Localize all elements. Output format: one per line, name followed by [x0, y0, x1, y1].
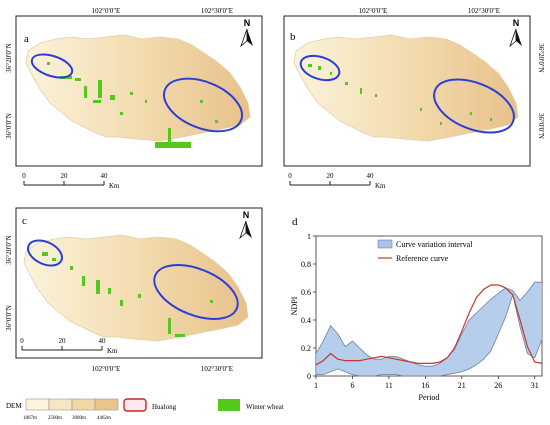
svg-text:40: 40	[99, 337, 107, 345]
interval-lower-edge	[316, 293, 543, 377]
svg-text:0: 0	[22, 172, 26, 180]
dem-legend-title: DEM	[6, 402, 22, 410]
winter-wheat-patches	[42, 252, 213, 337]
lon-label: 102°0'0"E	[92, 365, 121, 373]
x-tick-label: 6	[350, 381, 354, 390]
legend-label-reference: Reference curve	[396, 254, 449, 263]
y-axis-label: NDPI	[290, 296, 299, 315]
wheat-legend-label: Winter wheat	[246, 403, 284, 411]
svg-text:Km: Km	[109, 182, 120, 190]
y-tick-label: 1	[307, 232, 311, 241]
dem-swatch	[48, 398, 73, 411]
dem-value: 1867m	[23, 416, 37, 421]
y-tick-label: 0.2	[301, 344, 311, 353]
dem-value: 4462m	[97, 416, 111, 421]
x-axis-label: Period	[419, 393, 440, 402]
svg-text:0: 0	[20, 337, 24, 345]
svg-text:20: 20	[59, 337, 67, 345]
svg-text:20: 20	[327, 172, 335, 180]
highlight-ellipse-east	[433, 78, 515, 134]
north-arrow-icon: N	[240, 18, 253, 48]
svg-text:20: 20	[61, 172, 69, 180]
x-tick-label: 26	[494, 381, 502, 390]
scalebar: 0 20 40 Km	[20, 337, 118, 355]
map-panel-c: c N 36°20'0"N 36°0'0"N 102°0'0"E 102°30'…	[5, 207, 263, 373]
dem-value: 2500m	[48, 416, 62, 421]
scalebar: 0 20 40 Km	[288, 172, 386, 190]
svg-text:40: 40	[101, 172, 109, 180]
panel-label: b	[290, 31, 296, 43]
north-label: N	[513, 18, 520, 28]
winter-wheat-patches	[308, 64, 492, 125]
north-label: N	[243, 210, 250, 220]
reference-curve-line	[315, 284, 543, 366]
hualong-legend-label: Hualong	[152, 403, 177, 411]
x-tick-label: 11	[385, 381, 393, 390]
svg-text:0: 0	[288, 172, 292, 180]
lat-label: 36°0'0"N	[5, 305, 13, 331]
highlight-ellipse-east	[163, 77, 243, 133]
y-tick-label: 0	[307, 372, 311, 381]
lat-label: 36°0'0"N	[537, 113, 545, 139]
svg-text:40: 40	[367, 172, 375, 180]
highlight-ellipse-west	[30, 53, 74, 79]
highlight-ellipse-east	[153, 264, 239, 320]
svg-text:Km: Km	[107, 347, 118, 355]
x-tick-label: 1	[314, 381, 318, 390]
x-tick-label: 21	[458, 381, 466, 390]
legend-swatch-interval	[377, 239, 393, 249]
legend-label-interval: Curve variation interval	[396, 240, 473, 249]
scalebar: 0 20 40 Km	[22, 172, 120, 190]
panel-label: a	[24, 33, 29, 45]
lat-label: 36°20'0"N	[5, 235, 13, 264]
chart-legend: Curve variation interval Reference curve	[377, 239, 473, 263]
y-tick-label: 0.8	[301, 260, 311, 269]
x-tick-label: 31	[531, 381, 539, 390]
interval-upper-edge	[315, 281, 542, 367]
panel-label: c	[22, 215, 27, 227]
map-panel-b: b N 102°0'0"E 102°30'0"E 36°20'0"N 36°0'…	[283, 7, 545, 190]
north-label: N	[244, 18, 251, 28]
y-tick-label: 0.4	[301, 316, 311, 325]
lat-label: 36°20'0"N	[537, 43, 545, 72]
wheat-swatch	[218, 399, 240, 411]
lon-label: 102°0'0"E	[92, 7, 121, 15]
lon-label: 102°30'0"E	[201, 7, 233, 15]
y-tick-label: 0.6	[301, 288, 311, 297]
svg-text:Km: Km	[375, 182, 386, 190]
interval-band	[316, 282, 542, 376]
dem-swatch	[71, 398, 96, 411]
lat-label: 36°0'0"N	[5, 113, 13, 139]
dem-swatch	[25, 398, 50, 411]
lon-label: 102°30'0"E	[468, 7, 500, 15]
panel-label: d	[292, 216, 298, 228]
highlight-ellipse-west	[299, 54, 341, 82]
dem-swatch	[94, 398, 119, 411]
lon-label: 102°30'0"E	[201, 365, 233, 373]
highlight-ellipse-west	[27, 239, 63, 267]
lon-label: 102°0'0"E	[359, 7, 388, 15]
x-tick-label: 16	[421, 381, 429, 390]
north-arrow-icon: N	[239, 210, 252, 240]
lat-label: 36°20'0"N	[5, 43, 13, 72]
dem-value: 3000m	[72, 416, 86, 421]
hualong-swatch	[123, 398, 147, 412]
map-panel-a: a N 102°0'0"E 102°30'0"E 36°20'0"N 36°0'…	[5, 7, 263, 190]
north-arrow-icon: N	[509, 18, 522, 48]
map-legend: DEM 1867m 2500m 3000m 4462m Hualong Wint…	[6, 398, 284, 421]
